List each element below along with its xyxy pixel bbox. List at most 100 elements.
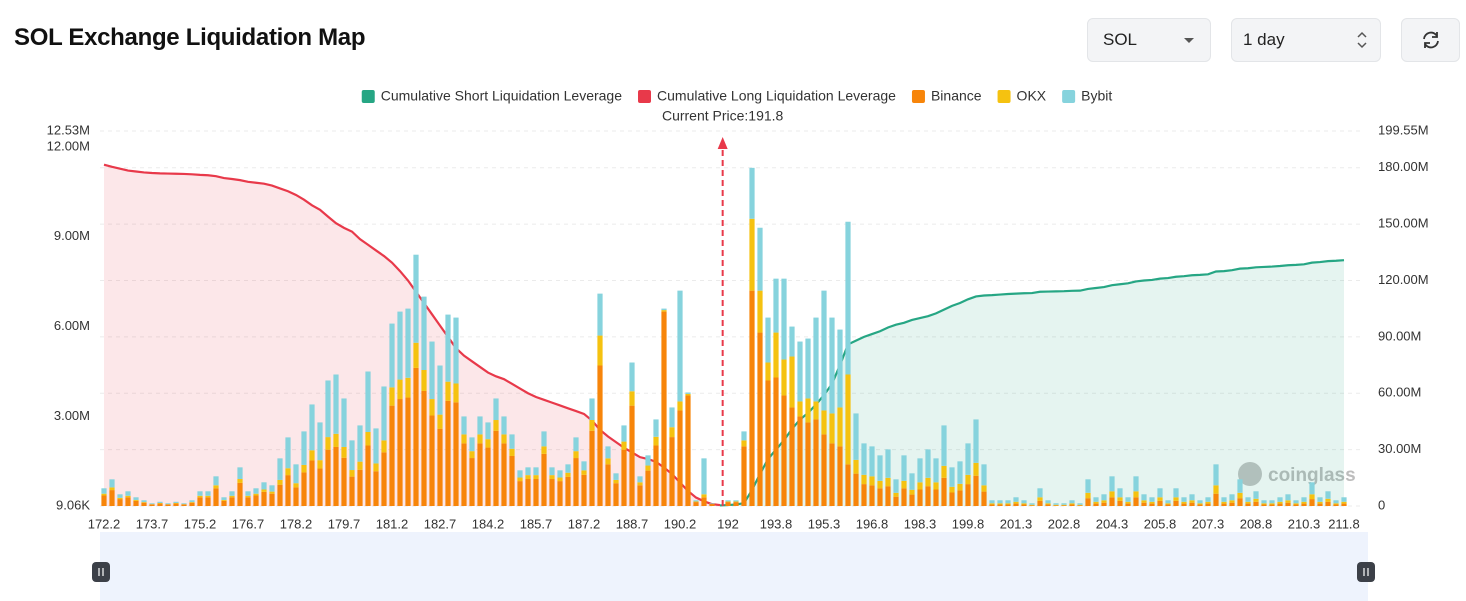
bar-segment (429, 415, 435, 506)
bar-segment (261, 489, 267, 492)
bar-segment (477, 434, 483, 444)
bar-segment (461, 443, 467, 506)
bar-segment (789, 326, 795, 357)
x-tick-label: 188.7 (616, 516, 649, 531)
bar-segment (637, 485, 643, 506)
bar-segment (597, 293, 603, 336)
bar-segment (525, 467, 531, 476)
zoom-handle-left[interactable] (92, 562, 110, 582)
bar-segment (493, 420, 499, 431)
bar-segment (205, 497, 211, 506)
x-tick-label: 190.2 (664, 516, 697, 531)
lines (103, 163, 1345, 507)
y2-tick-label: 0 (1378, 497, 1385, 512)
bar-segment (565, 464, 571, 473)
y-tick-label: 9.06K (56, 497, 90, 512)
bar-segment (1125, 497, 1131, 502)
bar-segment (1237, 479, 1243, 493)
bar-segment (1301, 503, 1307, 506)
bar-segment (549, 467, 555, 476)
bar-segment (525, 479, 531, 506)
bar-segment (141, 500, 147, 503)
bar-segment (661, 308, 667, 311)
bar-segment (421, 296, 427, 370)
bar-segment (733, 502, 739, 506)
bars (101, 167, 1347, 506)
bar-segment (509, 434, 515, 449)
bar-segment (797, 401, 803, 417)
x-tick-label: 182.7 (424, 516, 457, 531)
bar-segment (197, 491, 203, 496)
bar-segment (277, 458, 283, 480)
x-tick-label: 204.3 (1096, 516, 1129, 531)
bar-segment (1245, 501, 1251, 504)
zoom-handle-right[interactable] (1357, 562, 1375, 582)
bar-segment (541, 453, 547, 506)
bar-segment (845, 374, 851, 465)
bar-segment (773, 377, 779, 506)
bar-segment (1269, 500, 1275, 504)
bar-segment (1037, 488, 1043, 498)
bar-segment (469, 458, 475, 506)
bar-segment (261, 482, 267, 490)
bar-segment (325, 437, 331, 450)
bar-segment (837, 446, 843, 506)
bar-segment (517, 477, 523, 482)
bar-segment (1093, 497, 1099, 502)
bar-segment (1261, 500, 1267, 504)
bar-segment (1101, 500, 1107, 503)
bar-segment (165, 503, 171, 505)
bar-segment (597, 365, 603, 506)
bar-segment (173, 503, 179, 506)
bar-segment (869, 485, 875, 506)
bar-segment (781, 359, 787, 396)
bar-segment (1237, 492, 1243, 499)
symbol-select[interactable]: SOL (1087, 18, 1211, 62)
bar-segment (765, 362, 771, 381)
bar-segment (469, 451, 475, 459)
bar-segment (973, 475, 979, 506)
bar-segment (909, 494, 915, 506)
bar-segment (485, 447, 491, 506)
bar-segment (461, 434, 467, 444)
bar-segment (1261, 503, 1267, 505)
bar-segment (1277, 501, 1283, 504)
bar-segment (909, 473, 915, 490)
bar-segment (805, 398, 811, 423)
interval-select[interactable]: 1 day (1231, 18, 1381, 62)
bar-segment (285, 468, 291, 476)
bar-segment (389, 323, 395, 388)
refresh-icon (1423, 31, 1439, 49)
x-tick-label: 185.7 (520, 516, 553, 531)
bar-segment (325, 449, 331, 506)
bar-segment (869, 476, 875, 486)
bar-segment (1173, 500, 1179, 506)
bar-segment (181, 504, 187, 506)
bar-segment (733, 500, 739, 502)
bar-segment (1253, 498, 1259, 502)
bar-segment (661, 311, 667, 506)
bar-segment (925, 477, 931, 487)
bar-segment (197, 497, 203, 506)
bar-segment (1317, 503, 1323, 506)
bar-segment (981, 464, 987, 486)
refresh-button[interactable] (1401, 18, 1460, 62)
bar-segment (925, 449, 931, 478)
bar-segment (1061, 503, 1067, 505)
bar-segment (1069, 503, 1075, 505)
y2-tick-label: 90.00M (1378, 328, 1421, 343)
bar-segment (253, 493, 259, 496)
bar-segment (965, 443, 971, 475)
page-title: SOL Exchange Liquidation Map (14, 24, 366, 51)
bar-segment (981, 485, 987, 492)
bar-segment (1141, 494, 1147, 501)
bar-segment (965, 474, 971, 485)
bar-segment (997, 503, 1003, 505)
legend-swatch (911, 90, 925, 103)
bar-segment (1077, 504, 1083, 506)
bar-segment (157, 503, 163, 506)
bar-segment (965, 484, 971, 506)
bar-segment (1213, 493, 1219, 506)
bar-segment (845, 221, 851, 375)
bar-segment (1037, 497, 1043, 501)
